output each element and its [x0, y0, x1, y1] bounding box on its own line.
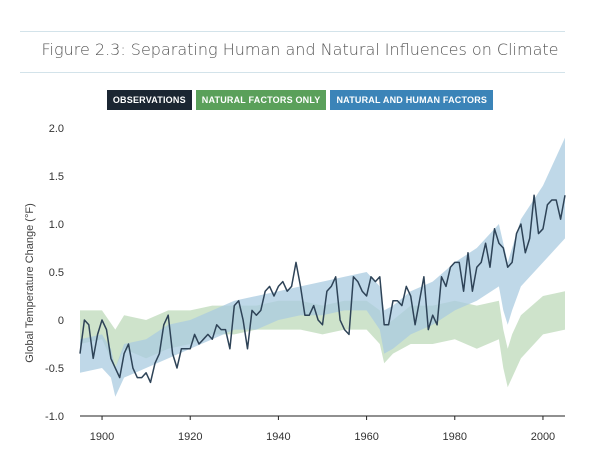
top-divider: [20, 31, 565, 32]
y-tick-label: 2.0: [49, 123, 64, 135]
y-tick-label: 1.0: [49, 219, 64, 231]
y-tick-label: 0.5: [49, 267, 64, 279]
x-tick-label: 1920: [178, 431, 202, 443]
title-divider: [20, 72, 565, 73]
legend-observations-button[interactable]: OBSERVATIONS: [106, 90, 192, 110]
natural-and-human-factors-band: [80, 137, 565, 397]
y-axis-label: Global Temperature Change (°F): [24, 203, 36, 363]
y-tick-label: 1.5: [49, 171, 64, 183]
x-tick-label: 1980: [443, 431, 467, 443]
legend-natural-factors-button[interactable]: NATURAL FACTORS ONLY: [195, 90, 327, 110]
y-tick-label: -1.0: [45, 411, 64, 423]
axes: 1900 1920 1940 1960 1980 2000 2.0 1.5 1.0 0.5 0 -0.…: [45, 123, 565, 443]
x-tick-label: 1960: [354, 431, 378, 443]
observation-line-group: [79, 194, 566, 384]
y-tick-label: 0: [58, 315, 64, 327]
observations-line: [79, 194, 566, 384]
x-tick-label: 1900: [90, 431, 114, 443]
x-tick-label: 2000: [531, 431, 555, 443]
legend-natural-human-factors-button[interactable]: NATURAL AND HUMAN FACTORS: [330, 90, 494, 110]
x-tick-label: 1940: [266, 431, 290, 443]
figure-title: Figure 2.3: Separating Human and Natural…: [41, 40, 559, 59]
legend: OBSERVATIONS NATURAL FACTORS ONLY NATURA…: [0, 90, 600, 110]
uncertainty-bands: [80, 137, 565, 397]
y-tick-label: -0.5: [45, 363, 64, 375]
